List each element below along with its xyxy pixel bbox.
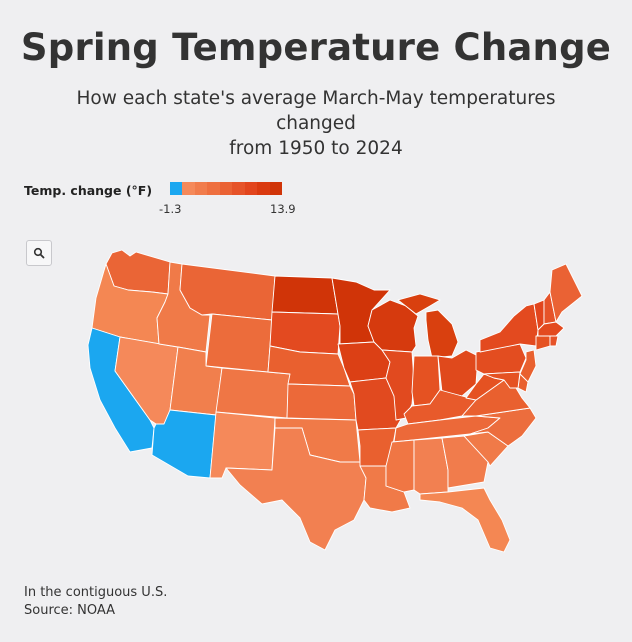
legend-swatch-4 [219, 182, 233, 195]
legend-swatch-0 [170, 182, 183, 195]
subtitle-line-2: changed [276, 113, 356, 134]
footnote: In the contiguous U.S. [24, 585, 168, 600]
legend-swatch-5 [232, 182, 245, 195]
state-michigan[interactable] [397, 293, 459, 359]
state-florida[interactable] [419, 487, 511, 553]
state-rhode-island[interactable] [549, 335, 559, 347]
legend-max-label: 13.9 [270, 202, 296, 216]
legend-swatch-3 [207, 182, 220, 195]
chart-subtitle: How each state's average March-May tempe… [60, 86, 572, 161]
state-wisconsin[interactable] [367, 299, 419, 353]
state-texas[interactable] [225, 427, 367, 551]
legend-swatch-1 [182, 182, 195, 195]
source-credit: Source: NOAA [24, 603, 116, 618]
state-alabama[interactable] [413, 437, 449, 495]
legend-color-scale [170, 182, 282, 195]
state-north-dakota[interactable] [271, 275, 339, 315]
subtitle-line-3: from 1950 to 2024 [229, 138, 403, 159]
chart-title: Spring Temperature Change [20, 26, 612, 69]
legend-swatch-2 [194, 182, 208, 195]
state-maine[interactable] [549, 263, 583, 323]
legend-swatch-8 [269, 182, 282, 195]
state-new-york[interactable] [479, 303, 539, 353]
state-kansas[interactable] [286, 383, 357, 421]
state-wyoming[interactable] [205, 313, 273, 373]
subtitle-line-1: How each state's average March-May tempe… [76, 88, 556, 109]
state-mississippi[interactable] [385, 439, 415, 493]
search-icon [33, 247, 45, 259]
legend-min-label: -1.3 [159, 202, 182, 216]
legend-title: Temp. change (°F) [24, 183, 153, 198]
state-north-carolina[interactable] [469, 407, 537, 447]
state-new-mexico[interactable] [209, 411, 276, 479]
legend-swatch-7 [257, 182, 270, 195]
search-button[interactable] [26, 240, 52, 266]
legend-swatch-6 [244, 182, 258, 195]
state-maryland[interactable] [483, 371, 521, 389]
state-connecticut[interactable] [535, 335, 551, 351]
state-colorado[interactable] [215, 367, 291, 419]
